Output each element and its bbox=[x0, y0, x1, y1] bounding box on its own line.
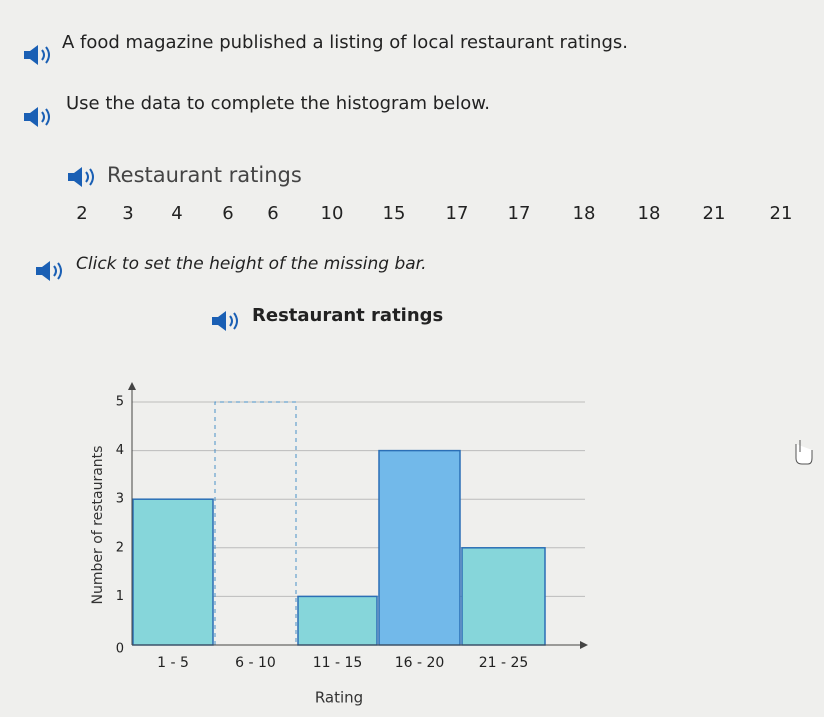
y-axis-arrow bbox=[128, 382, 136, 390]
ratings-list: 2 3 4 6 6 10 15 17 17 18 18 21 21 bbox=[76, 203, 792, 224]
x-tick-label: 1 - 5 bbox=[157, 655, 189, 671]
y-tick-label: 0 bbox=[116, 642, 124, 657]
rating-value: 15 bbox=[383, 203, 406, 224]
rating-value: 2 bbox=[76, 203, 87, 224]
rating-value: 17 bbox=[446, 203, 469, 224]
x-tick-label: 21 - 25 bbox=[479, 655, 529, 671]
y-tick-label: 1 bbox=[116, 589, 124, 604]
missing-bar-placeholder[interactable] bbox=[214, 401, 297, 645]
x-tick-label: 16 - 20 bbox=[395, 655, 445, 671]
y-tick-label: 2 bbox=[116, 540, 124, 555]
rating-value: 18 bbox=[573, 203, 596, 224]
rating-value: 18 bbox=[638, 203, 661, 224]
rating-value: 17 bbox=[508, 203, 531, 224]
rating-value: 6 bbox=[222, 203, 233, 224]
rating-value: 3 bbox=[122, 203, 133, 224]
y-tick-label: 3 bbox=[116, 492, 124, 507]
prompt-text: Click to set the height of the missing b… bbox=[76, 254, 426, 274]
x-axis-arrow bbox=[580, 641, 588, 649]
instruction-text: Use the data to complete the histogram b… bbox=[66, 93, 490, 114]
y-tick-label: 5 bbox=[116, 395, 124, 410]
rating-value: 4 bbox=[171, 203, 182, 224]
y-tick-label: 4 bbox=[116, 443, 124, 458]
rating-value: 21 bbox=[703, 203, 726, 224]
chart-title: Restaurant ratings bbox=[252, 305, 443, 326]
bar[interactable] bbox=[461, 547, 546, 646]
x-tick-label: 11 - 15 bbox=[313, 655, 363, 671]
intro-text: A food magazine published a listing of l… bbox=[62, 32, 628, 53]
bar[interactable] bbox=[297, 595, 378, 646]
rating-value: 21 bbox=[770, 203, 793, 224]
bar[interactable] bbox=[378, 449, 461, 646]
y-axis-label: Number of restaurants bbox=[90, 446, 106, 605]
data-title: Restaurant ratings bbox=[107, 163, 302, 187]
histogram: 0 1 2 3 4 5 1 - 5 6 - 10 11 - 15 16 - 20 21 - 25 Ra… bbox=[90, 382, 588, 707]
cursor-icon bbox=[795, 440, 813, 465]
rating-value: 10 bbox=[321, 203, 344, 224]
x-tick-label: 6 - 10 bbox=[235, 655, 276, 671]
x-axis-label: Rating bbox=[315, 689, 363, 707]
rating-value: 6 bbox=[267, 203, 278, 224]
bar[interactable] bbox=[132, 498, 214, 646]
